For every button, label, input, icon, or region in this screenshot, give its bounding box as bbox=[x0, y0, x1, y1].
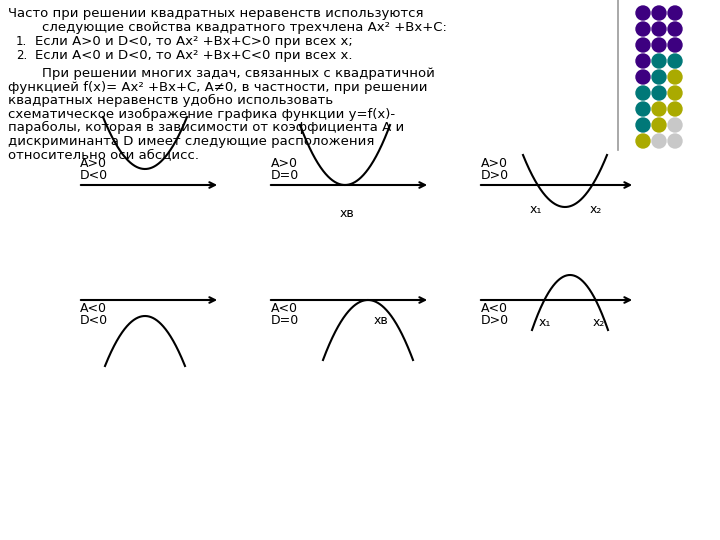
Circle shape bbox=[636, 38, 650, 52]
Circle shape bbox=[652, 6, 666, 20]
Circle shape bbox=[652, 118, 666, 132]
Circle shape bbox=[668, 118, 682, 132]
Text: хв: хв bbox=[374, 314, 389, 327]
Circle shape bbox=[636, 134, 650, 148]
Text: 1.: 1. bbox=[16, 35, 27, 48]
Text: дискриминанта D имеет следующие расположения: дискриминанта D имеет следующие располож… bbox=[8, 134, 374, 147]
Circle shape bbox=[636, 118, 650, 132]
Circle shape bbox=[652, 86, 666, 100]
Text: функцией f(x)= Ах² +Вх+С, А≠0, в частности, при решении: функцией f(x)= Ах² +Вх+С, А≠0, в частнос… bbox=[8, 80, 428, 93]
Circle shape bbox=[652, 102, 666, 116]
Circle shape bbox=[668, 6, 682, 20]
Circle shape bbox=[652, 134, 666, 148]
Circle shape bbox=[652, 54, 666, 68]
Text: 2.: 2. bbox=[16, 49, 27, 62]
Text: относительно оси абсцисс.: относительно оси абсцисс. bbox=[8, 148, 199, 161]
Text: A<0: A<0 bbox=[271, 302, 298, 315]
Circle shape bbox=[652, 70, 666, 84]
Text: х₁: х₁ bbox=[539, 316, 551, 329]
Text: х₁: х₁ bbox=[530, 203, 542, 216]
Text: х₂: х₂ bbox=[589, 203, 602, 216]
Text: D<0: D<0 bbox=[80, 169, 108, 182]
Circle shape bbox=[652, 22, 666, 36]
Text: Часто при решении квадратных неравенств используются: Часто при решении квадратных неравенств … bbox=[8, 7, 423, 20]
Circle shape bbox=[668, 22, 682, 36]
Text: D=0: D=0 bbox=[271, 169, 300, 182]
Circle shape bbox=[636, 22, 650, 36]
Text: A>0: A>0 bbox=[481, 157, 508, 170]
Circle shape bbox=[636, 54, 650, 68]
Circle shape bbox=[668, 86, 682, 100]
Text: схематическое изображение графика функции у=f(x)-: схематическое изображение графика функци… bbox=[8, 107, 395, 120]
Text: A>0: A>0 bbox=[271, 157, 298, 170]
Circle shape bbox=[668, 54, 682, 68]
Circle shape bbox=[652, 38, 666, 52]
Text: Если А<0 и D<0, то Ах² +Вх+С<0 при всех х.: Если А<0 и D<0, то Ах² +Вх+С<0 при всех … bbox=[35, 49, 353, 62]
Text: A<0: A<0 bbox=[481, 302, 508, 315]
Circle shape bbox=[668, 70, 682, 84]
Text: следующие свойства квадратного трехчлена Ах² +Вх+С:: следующие свойства квадратного трехчлена… bbox=[8, 21, 447, 34]
Text: хв: хв bbox=[340, 207, 355, 220]
Text: D<0: D<0 bbox=[80, 314, 108, 327]
Text: A<0: A<0 bbox=[80, 302, 107, 315]
Circle shape bbox=[636, 102, 650, 116]
Text: Если А>0 и D<0, то Ах² +Вх+С>0 при всех х;: Если А>0 и D<0, то Ах² +Вх+С>0 при всех … bbox=[35, 35, 353, 48]
Text: D>0: D>0 bbox=[481, 314, 509, 327]
Circle shape bbox=[668, 134, 682, 148]
Text: квадратных неравенств удобно использовать: квадратных неравенств удобно использоват… bbox=[8, 94, 333, 107]
Text: параболы, которая в зависимости от коэффициента А и: параболы, которая в зависимости от коэфф… bbox=[8, 121, 404, 134]
Circle shape bbox=[668, 102, 682, 116]
Text: D=0: D=0 bbox=[271, 314, 300, 327]
Text: D>0: D>0 bbox=[481, 169, 509, 182]
Text: При решении многих задач, связанных с квадратичной: При решении многих задач, связанных с кв… bbox=[8, 67, 435, 80]
Circle shape bbox=[636, 70, 650, 84]
Circle shape bbox=[668, 38, 682, 52]
Circle shape bbox=[636, 86, 650, 100]
Text: A>0: A>0 bbox=[80, 157, 107, 170]
Text: х₂: х₂ bbox=[593, 316, 605, 329]
Circle shape bbox=[636, 6, 650, 20]
